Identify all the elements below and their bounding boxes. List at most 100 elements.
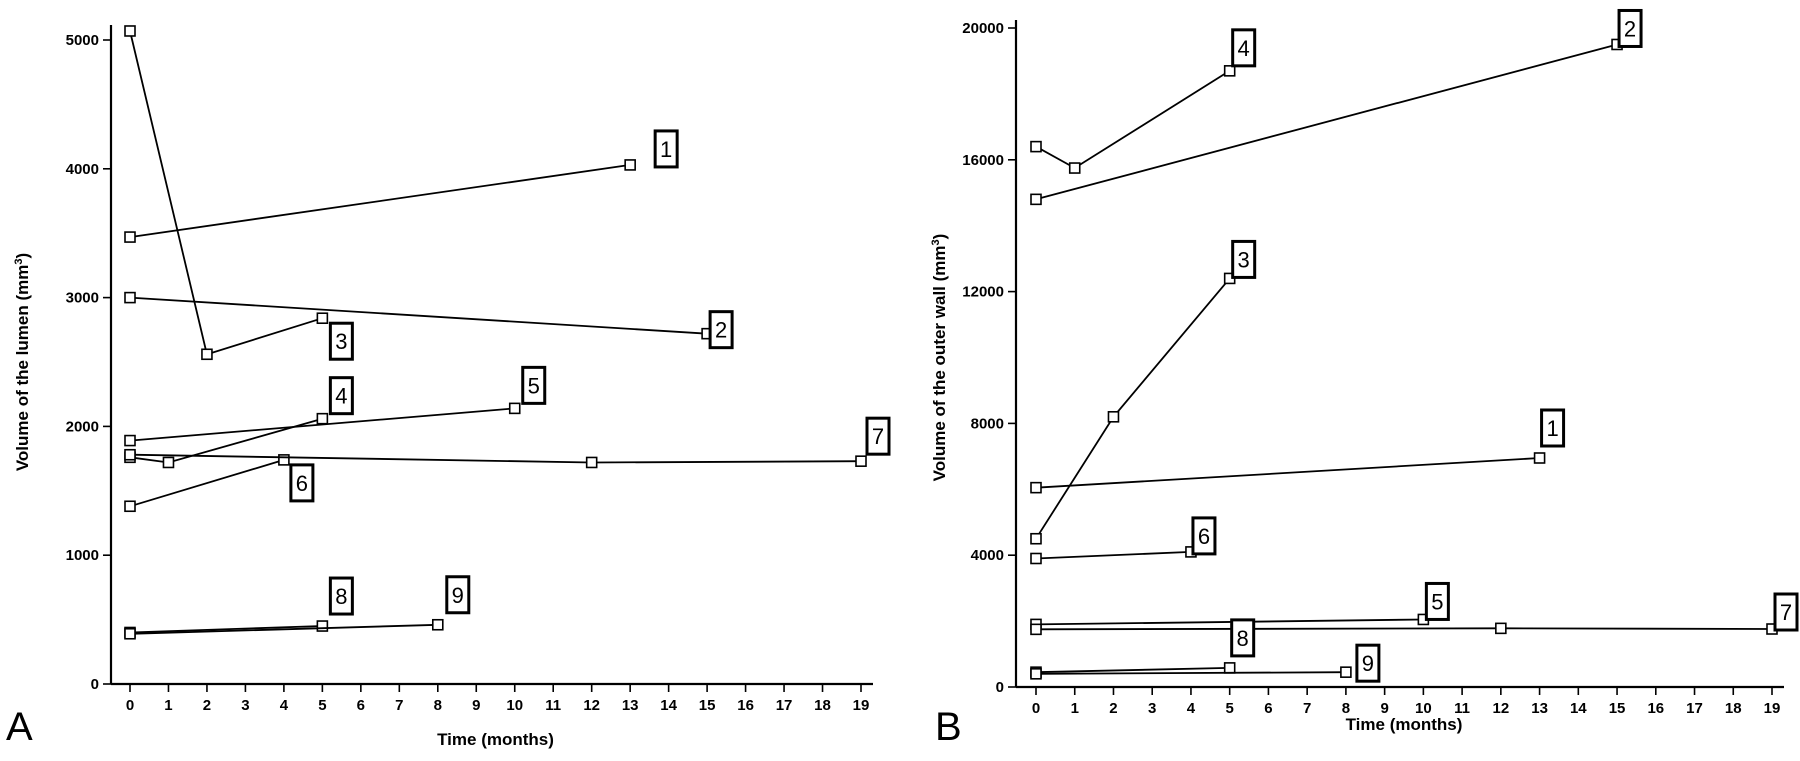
series-label-box <box>328 376 354 416</box>
series-label-box <box>1424 581 1450 621</box>
series-1 <box>124 159 636 243</box>
series-label-text: 4 <box>1238 36 1250 61</box>
x-tick-label: 16 <box>737 697 754 714</box>
data-point <box>278 454 290 466</box>
x-tick-label: 2 <box>203 697 211 714</box>
series-label-text: 7 <box>1780 600 1792 625</box>
series-9 <box>1030 666 1352 680</box>
data-point <box>124 627 136 640</box>
series-line-8 <box>129 625 323 634</box>
series-line-4 <box>1035 70 1231 170</box>
series-label-box <box>1355 643 1381 683</box>
data-point <box>1495 622 1507 635</box>
series-label-box <box>1617 8 1643 48</box>
series-line-2 <box>1035 43 1618 201</box>
x-tick-label: 14 <box>660 697 677 714</box>
series-line-8 <box>1035 667 1230 674</box>
series-label-8: 8 <box>328 576 354 616</box>
series-label-text: 2 <box>715 318 727 343</box>
x-tick-label: 6 <box>357 697 365 714</box>
y-tick-label: 5000 <box>66 32 99 49</box>
data-point <box>1068 162 1081 174</box>
series-2 <box>124 291 713 340</box>
series-label-1: 1 <box>1540 408 1566 448</box>
series-line-5 <box>129 407 515 442</box>
x-tick-label: 16 <box>1647 700 1664 717</box>
series-line-6 <box>1035 551 1191 560</box>
x-tick-label: 1 <box>164 697 172 714</box>
y-tick-label: 1000 <box>66 547 99 564</box>
y-tick-label: 4000 <box>66 161 99 178</box>
data-point <box>624 159 636 171</box>
series-label-text: 6 <box>296 471 308 496</box>
series-label-text: 8 <box>335 584 347 609</box>
data-point <box>1223 65 1236 77</box>
x-tick-label: 5 <box>318 697 326 714</box>
series-label-text: 9 <box>452 583 464 608</box>
series-6 <box>1030 546 1197 565</box>
series-line-1 <box>1035 457 1540 489</box>
series-label-text: 8 <box>1237 626 1249 651</box>
series-label-box <box>521 365 547 405</box>
x-tick-label: 13 <box>622 697 639 714</box>
data-point <box>1030 481 1042 494</box>
series-label-6: 6 <box>289 463 315 503</box>
data-point <box>1107 411 1120 423</box>
y-tick-label: 12000 <box>962 284 1004 301</box>
data-point <box>1030 623 1042 636</box>
series-label-text: 3 <box>1238 247 1250 272</box>
series-5 <box>1030 613 1430 631</box>
x-tick-label: 7 <box>1303 700 1311 717</box>
series-label-7: 7 <box>865 416 891 456</box>
series-label-box <box>1191 516 1217 556</box>
series-label-text: 7 <box>872 424 884 449</box>
x-tick-label: 17 <box>776 697 793 714</box>
series-label-4: 4 <box>328 376 354 416</box>
data-point <box>855 455 867 467</box>
series-label-4: 4 <box>1231 28 1257 68</box>
series-line-2 <box>129 296 708 335</box>
data-point <box>201 348 213 361</box>
x-tick-label: 17 <box>1686 700 1703 717</box>
series-5 <box>124 402 521 447</box>
series-1 <box>1030 452 1546 494</box>
x-tick-label: 18 <box>814 697 831 714</box>
x-tick-label: 10 <box>1415 700 1432 717</box>
series-label-box <box>708 310 734 350</box>
series-label-box <box>1231 239 1257 279</box>
data-point <box>1030 193 1042 206</box>
data-point <box>508 402 521 415</box>
series-label-text: 4 <box>335 384 347 409</box>
series-line-9 <box>129 623 438 635</box>
x-axis-title: Time (months) <box>437 730 554 749</box>
y-tick-label: 0 <box>91 676 99 693</box>
data-point <box>1030 668 1042 680</box>
x-tick-label: 19 <box>1764 700 1781 717</box>
series-7 <box>124 448 867 469</box>
x-tick-label: 5 <box>1226 700 1234 717</box>
panel-letter-A: A <box>6 705 33 749</box>
y-axis-title: Volume of the outer wall (mm3) <box>930 234 949 482</box>
data-point <box>1030 532 1042 545</box>
data-point <box>124 231 136 243</box>
series-label-1: 1 <box>653 129 679 169</box>
series-label-text: 5 <box>1431 589 1443 614</box>
data-point <box>1340 666 1352 678</box>
series-label-text: 5 <box>528 373 540 398</box>
x-tick-label: 15 <box>1609 700 1626 717</box>
series-label-text: 9 <box>1362 651 1374 676</box>
x-tick-label: 8 <box>434 697 442 714</box>
series-line-3 <box>1035 277 1231 540</box>
x-tick-label: 0 <box>126 697 134 714</box>
data-point <box>316 312 329 325</box>
series-line-7 <box>129 453 862 464</box>
y-tick-label: 20000 <box>962 20 1004 37</box>
series-line-7 <box>1035 627 1773 631</box>
data-point <box>431 618 444 631</box>
series-4 <box>124 412 329 469</box>
data-point <box>316 620 329 632</box>
x-tick-label: 11 <box>545 697 561 714</box>
x-tick-label: 9 <box>1380 700 1388 717</box>
x-tick-label: 1 <box>1071 700 1079 717</box>
series-label-box <box>653 129 679 169</box>
